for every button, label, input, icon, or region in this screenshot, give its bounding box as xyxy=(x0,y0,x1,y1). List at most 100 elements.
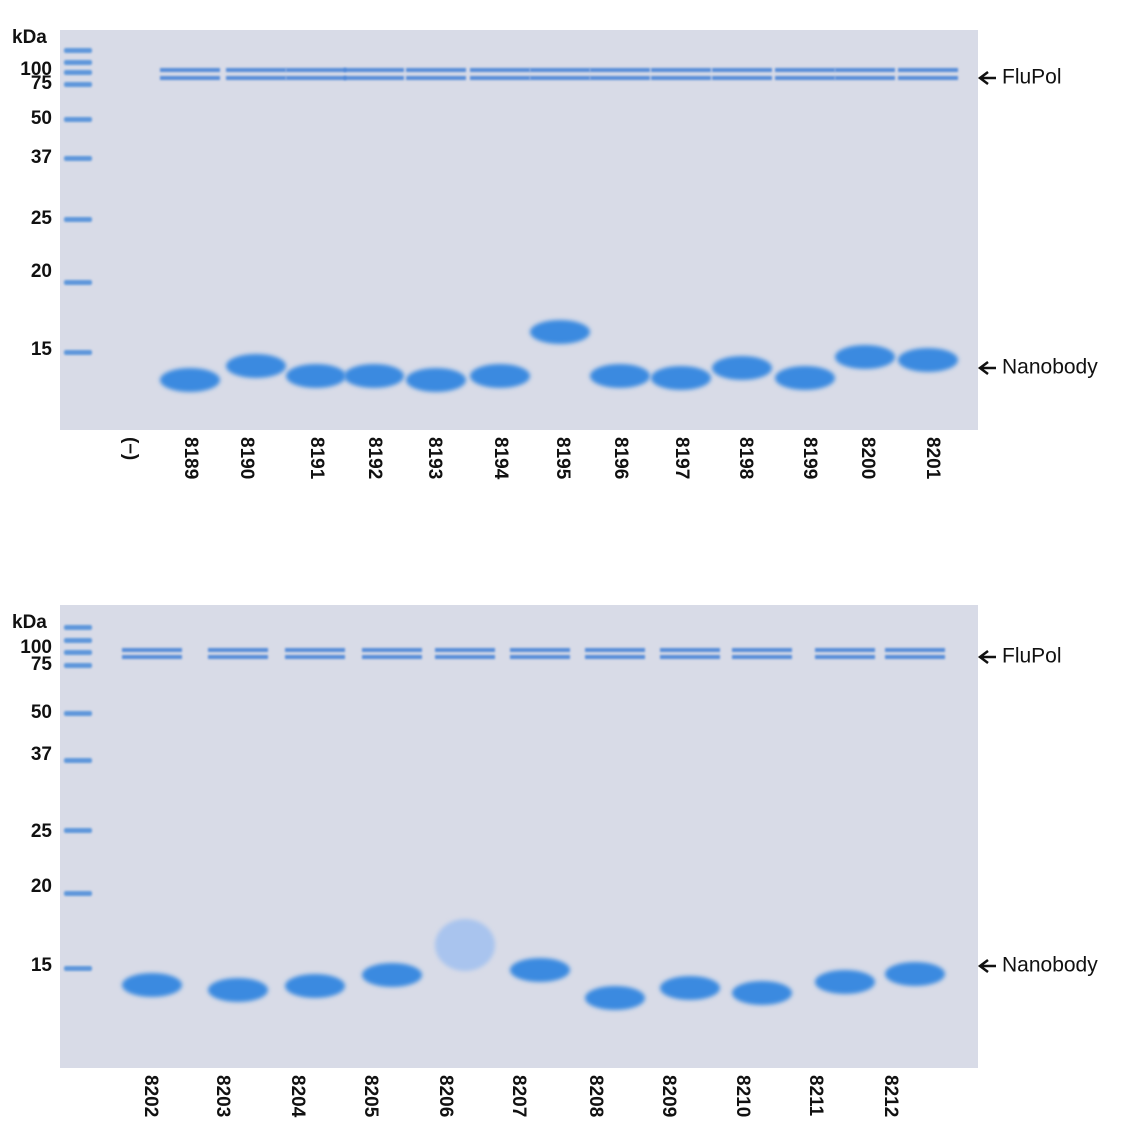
flupol-band xyxy=(732,648,792,652)
ladder-band xyxy=(64,625,92,630)
flupol-band xyxy=(651,68,711,72)
ladder-band xyxy=(64,711,92,716)
marker-label: 15 xyxy=(31,955,53,976)
flupol-band xyxy=(285,655,345,659)
flupol-band xyxy=(530,68,590,72)
ladder-band xyxy=(64,280,92,285)
nanobody-band xyxy=(885,962,945,986)
nanobody-band xyxy=(530,320,590,344)
flupol-band xyxy=(344,68,404,72)
flupol-band xyxy=(585,655,645,659)
flupol-band xyxy=(732,655,792,659)
marker-label: 37 xyxy=(31,147,52,168)
nanobody-band xyxy=(435,919,495,971)
nanobody-band xyxy=(510,958,570,982)
lane-label: 8195 xyxy=(552,437,573,480)
lane-label: 8205 xyxy=(360,1075,381,1118)
flupol-band xyxy=(835,76,895,80)
lane-label: 8189 xyxy=(180,437,201,479)
flupol-band xyxy=(885,648,945,652)
ladder-band xyxy=(64,350,92,355)
band-annotation: FluPol xyxy=(1002,645,1062,668)
flupol-band xyxy=(226,68,286,72)
nanobody-band xyxy=(815,970,875,994)
marker-label: 15 xyxy=(31,339,53,360)
flupol-band xyxy=(208,655,268,659)
flupol-band xyxy=(835,68,895,72)
flupol-band xyxy=(510,655,570,659)
arrow xyxy=(977,650,996,664)
marker-label: 25 xyxy=(31,208,53,229)
flupol-band xyxy=(898,68,958,72)
gel xyxy=(60,605,978,1068)
lane-label: 8202 xyxy=(140,1075,161,1117)
nanobody-band xyxy=(775,366,835,390)
ladder-band xyxy=(64,217,92,222)
lane-label: 8199 xyxy=(799,437,820,479)
nanobody-band xyxy=(651,366,711,390)
ladder-band xyxy=(64,156,92,161)
arrow xyxy=(977,959,996,973)
marker-label: 37 xyxy=(31,744,52,765)
flupol-band xyxy=(160,76,220,80)
lane-label: 8196 xyxy=(610,437,631,479)
ladder-band xyxy=(64,48,92,53)
ladder-band xyxy=(64,663,92,668)
flupol-band xyxy=(712,68,772,72)
flupol-band xyxy=(775,68,835,72)
flupol-band xyxy=(651,76,711,80)
band-annotation: Nanobody xyxy=(1002,954,1098,977)
unit-label: kDa xyxy=(12,612,47,633)
flupol-band xyxy=(510,648,570,652)
flupol-band xyxy=(815,655,875,659)
nanobody-band xyxy=(122,973,182,997)
nanobody-band xyxy=(585,986,645,1010)
arrow xyxy=(977,71,996,85)
lane-label: 8211 xyxy=(805,1075,826,1117)
flupol-band xyxy=(226,76,286,80)
flupol-band xyxy=(898,76,958,80)
nanobody-band xyxy=(406,368,466,392)
nanobody-band xyxy=(208,978,268,1002)
flupol-band xyxy=(815,648,875,652)
nanobody-band xyxy=(160,368,220,392)
nanobody-band xyxy=(898,348,958,372)
flupol-band xyxy=(406,68,466,72)
flupol-band xyxy=(660,648,720,652)
lane-label: 8204 xyxy=(287,1075,308,1118)
flupol-band xyxy=(585,648,645,652)
flupol-band xyxy=(885,655,945,659)
marker-label: 100 xyxy=(20,637,52,658)
lane-label: 8200 xyxy=(857,437,878,479)
nanobody-band xyxy=(344,364,404,388)
flupol-band xyxy=(160,68,220,72)
ladder-band xyxy=(64,650,92,655)
flupol-band xyxy=(590,68,650,72)
arrow xyxy=(977,361,996,375)
ladder-band xyxy=(64,638,92,643)
lane-label: 8192 xyxy=(364,437,385,479)
band-annotation: Nanobody xyxy=(1002,356,1098,379)
nanobody-band xyxy=(835,345,895,369)
nanobody-band xyxy=(362,963,422,987)
flupol-band xyxy=(590,76,650,80)
flupol-band xyxy=(362,655,422,659)
lane-label: 8198 xyxy=(735,437,756,479)
flupol-band xyxy=(470,76,530,80)
flupol-band xyxy=(362,648,422,652)
flupol-band xyxy=(285,648,345,652)
flupol-band xyxy=(122,648,182,652)
flupol-band xyxy=(435,655,495,659)
band-annotation: FluPol xyxy=(1002,66,1062,89)
unit-label: kDa xyxy=(12,27,47,48)
lane-label: 8210 xyxy=(732,1075,753,1117)
ladder-band xyxy=(64,70,92,75)
marker-label: 20 xyxy=(31,876,52,897)
marker-label: 100 xyxy=(20,59,52,80)
flupol-band xyxy=(286,76,346,80)
flupol-band xyxy=(435,648,495,652)
lane-label: 8197 xyxy=(671,437,692,479)
nanobody-band xyxy=(732,981,792,1005)
